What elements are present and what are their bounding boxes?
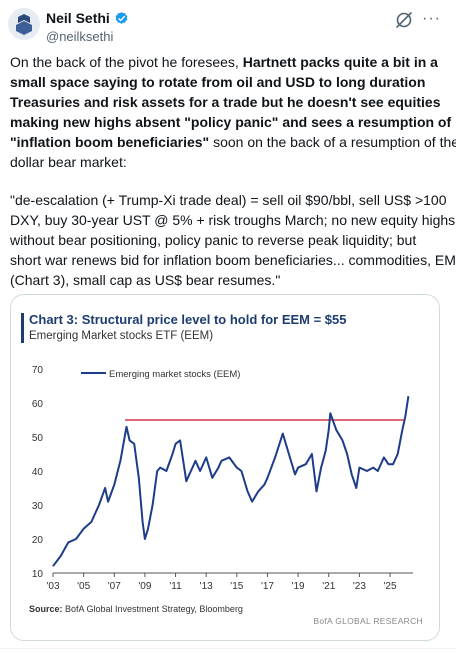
- tweet-line: small space saying to rotate from oil an…: [10, 74, 426, 90]
- chart-title: Chart 3: Structural price level to hold …: [29, 312, 347, 327]
- chart-title-accent: [21, 313, 24, 343]
- x-tick-label: '09: [138, 581, 151, 592]
- tweet-line: short war renews bid for inflation boom …: [10, 252, 456, 268]
- tweet-line: Treasuries and risk assets for a trade b…: [10, 94, 441, 110]
- grok-icon[interactable]: [394, 10, 414, 30]
- verified-badge-icon: [115, 11, 128, 24]
- y-tick-label: 30: [32, 501, 44, 512]
- x-tick-label: '19: [292, 581, 305, 592]
- x-tick-label: '05: [77, 581, 90, 592]
- author-handle[interactable]: @neilksethi: [46, 29, 114, 44]
- y-tick-label: 50: [32, 433, 44, 444]
- chart-subtitle: Emerging Market stocks ETF (EEM): [29, 330, 214, 342]
- tweet-line: dollar bear market:: [10, 154, 127, 170]
- y-tick-label: 70: [32, 365, 44, 376]
- x-tick-label: '23: [353, 581, 366, 592]
- chart-image-card[interactable]: Chart 3: Structural price level to hold …: [10, 294, 440, 641]
- tweet-line: "de-escalation (+ Trump-Xi trade deal) =…: [10, 192, 447, 208]
- tweet-line: On the back of the pivot he foresees, Ha…: [10, 54, 438, 70]
- tweet-line: making new highs absent "policy panic" a…: [10, 114, 452, 130]
- more-options-icon[interactable]: ···: [422, 10, 441, 27]
- legend-label: Emerging market stocks (EEM): [109, 369, 240, 380]
- tweet-line: without bear positioning, policy panic t…: [10, 232, 417, 248]
- x-tick-label: '13: [200, 581, 213, 592]
- avatar-logo-icon: [8, 8, 40, 40]
- y-tick-label: 60: [32, 399, 44, 410]
- y-tick-label: 20: [32, 535, 44, 546]
- eem-line-chart: 10 20 30 40 50 60 70 '03 '05 '07 '09 '11 '13 '15 '17 '1…: [32, 365, 413, 592]
- x-tick-label: '07: [108, 581, 121, 592]
- chart-watermark: BofA GLOBAL RESEARCH: [313, 616, 423, 626]
- tweet-line: "inflation boom beneficiaries" soon on t…: [10, 134, 456, 150]
- avatar[interactable]: [8, 8, 40, 40]
- chart-source: Source: BofA Global Investment Strategy,…: [29, 604, 243, 614]
- tweet-line: DXY, buy 30-year UST @ 5% + risk troughs…: [10, 212, 456, 228]
- x-tick-label: '15: [230, 581, 243, 592]
- x-tick-label: '11: [169, 581, 182, 592]
- x-tick-label: '25: [383, 581, 396, 592]
- author-name[interactable]: Neil Sethi: [46, 10, 110, 26]
- y-tick-label: 10: [32, 569, 44, 580]
- divider: [0, 648, 456, 649]
- tweet-line: (Chart 3), small cap as US$ bear resumes…: [10, 272, 281, 288]
- y-tick-label: 40: [32, 467, 44, 478]
- tweet-text: On the back of the pivot he foresees, Ha…: [10, 52, 456, 290]
- x-tick-label: '03: [46, 581, 59, 592]
- x-tick-label: '17: [261, 581, 274, 592]
- x-tick-label: '21: [322, 581, 335, 592]
- eem-series-line: [52, 396, 410, 567]
